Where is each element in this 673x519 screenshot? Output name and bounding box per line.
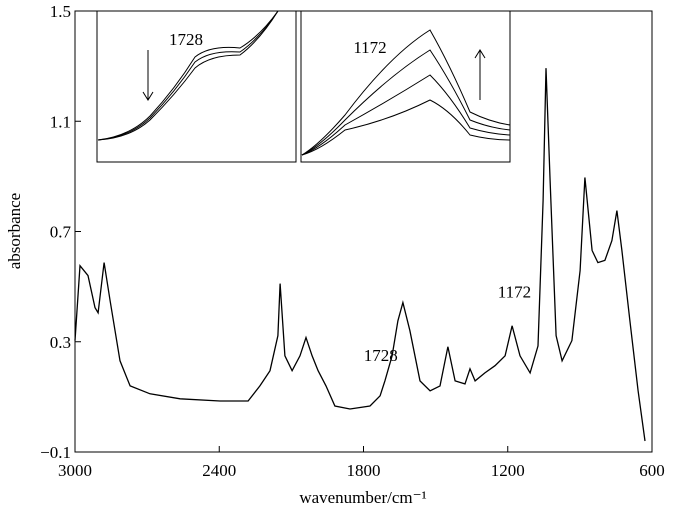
annotation: 1728 [364, 346, 398, 365]
inset-label: 1172 [353, 38, 386, 57]
inset-right: 1172 [300, 10, 511, 163]
x-tick-label: 3000 [58, 461, 92, 480]
x-axis-label: wavenumber/cm⁻¹ [299, 488, 426, 507]
annotation: 1172 [498, 283, 531, 302]
y-axis-label: absorbance [5, 193, 24, 269]
inset-left: 1728 [96, 10, 297, 163]
y-tick-label: 1.1 [50, 112, 71, 131]
y-tick-label: 0.3 [50, 333, 71, 352]
x-tick-label: 1200 [491, 461, 525, 480]
inset-label: 1728 [169, 30, 203, 49]
y-tick-label: −0.1 [40, 443, 71, 462]
y-tick-label: 0.7 [50, 223, 72, 242]
plot-frame [74, 10, 653, 453]
x-tick-label: 2400 [202, 461, 236, 480]
y-tick-label: 1.5 [50, 2, 71, 21]
x-tick-label: 600 [639, 461, 665, 480]
spectrum-line [74, 68, 646, 442]
x-tick-label: 1800 [347, 461, 381, 480]
